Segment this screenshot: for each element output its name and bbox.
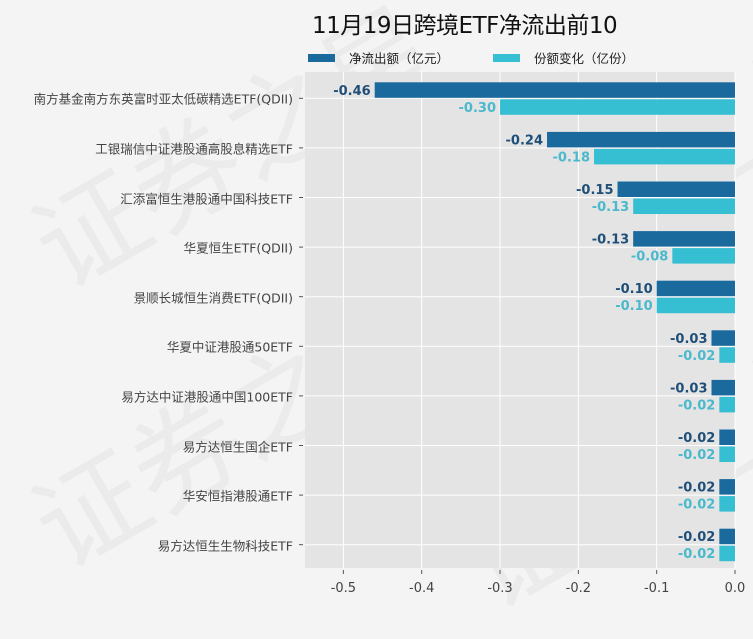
y-tick-label: 易方达恒生国企ETF	[182, 439, 293, 454]
bar-net-outflow	[374, 82, 735, 98]
data-label: -0.02	[678, 398, 715, 413]
data-label: -0.08	[631, 250, 668, 265]
data-label: -0.02	[678, 547, 715, 562]
data-label: -0.46	[333, 84, 370, 99]
data-label: -0.03	[670, 381, 707, 396]
data-label: -0.02	[678, 349, 715, 364]
y-tick-label: 工银瑞信中证港股通高股息精选ETF	[95, 141, 293, 157]
bar-share-change	[719, 496, 735, 512]
y-tick-label: 易方达中证港股通中国100ETF	[121, 389, 293, 405]
data-label: -0.03	[670, 332, 707, 347]
y-tick-label: 华安恒指港股通ETF	[182, 488, 293, 504]
legend-label: 净流出额（亿元）	[349, 51, 450, 66]
bar-net-outflow	[656, 280, 735, 297]
x-tick-label: -0.3	[487, 581, 512, 596]
bar-net-outflow	[617, 181, 735, 197]
data-label: -0.30	[459, 101, 496, 116]
bar-net-outflow	[711, 330, 735, 346]
x-tick-label: 0.0	[725, 581, 746, 596]
bar-share-change	[672, 248, 735, 264]
bar-share-change	[719, 545, 735, 562]
legend-label: 份额变化（亿份）	[534, 51, 635, 66]
bar-share-change	[633, 198, 735, 214]
bar-net-outflow	[719, 429, 735, 445]
bar-net-outflow	[719, 479, 735, 495]
bar-share-change	[500, 99, 735, 115]
bar-share-change	[719, 446, 735, 462]
data-label: -0.15	[576, 183, 613, 198]
y-tick-label: 南方基金南方东英富时亚太低碳精选ETF(QDII)	[33, 91, 293, 107]
data-label: -0.13	[592, 233, 629, 248]
x-tick-label: -0.4	[409, 581, 434, 596]
data-label: -0.02	[678, 530, 715, 545]
data-label: -0.24	[506, 133, 543, 148]
y-tick-label: 汇添富恒生港股通中国科技ETF	[120, 191, 293, 206]
y-tick-label: 景顺长城恒生消费ETF(QDII)	[133, 290, 293, 306]
legend-swatch	[308, 53, 335, 62]
data-label: -0.02	[678, 481, 715, 496]
legend-item-net-outflow[interactable]: 净流出额（亿元）	[308, 48, 449, 67]
legend-item-share-change[interactable]: 份额变化（亿份）	[493, 48, 634, 67]
data-label: -0.02	[678, 498, 715, 513]
y-tick-label: 华夏中证港股通50ETF	[166, 339, 293, 355]
bar-share-change	[594, 148, 735, 165]
legend-swatch	[493, 53, 521, 62]
chart-plot: -0.5 -0.4 -0.3 -0.2 -0.1 0.0 -0.46 -0.30 -0.24 -0…	[299, 72, 746, 596]
bar-share-change	[719, 396, 735, 413]
legend: 净流出额（亿元） 份额变化（亿份）	[308, 48, 678, 67]
data-label: -0.10	[615, 299, 652, 314]
bar-share-change	[656, 297, 735, 314]
x-tick-label: -0.1	[644, 581, 669, 596]
bar-share-change	[719, 347, 735, 363]
data-label: -0.13	[592, 200, 629, 215]
data-label: -0.18	[553, 150, 590, 165]
bar-net-outflow	[711, 379, 735, 396]
chart-title: 11月19日跨境ETF净流出前10	[312, 13, 618, 39]
data-label: -0.10	[615, 282, 652, 297]
y-tick-label: 华夏恒生ETF(QDII)	[183, 240, 293, 256]
x-tick-label: -0.5	[331, 581, 356, 596]
data-label: -0.02	[678, 448, 715, 463]
data-label: -0.02	[678, 431, 715, 446]
bar-net-outflow	[547, 131, 735, 148]
x-tick-label: -0.2	[566, 581, 591, 596]
y-tick-label: 易方达恒生生物科技ETF	[157, 538, 293, 554]
bar-net-outflow	[633, 231, 735, 247]
bar-net-outflow	[719, 528, 735, 545]
